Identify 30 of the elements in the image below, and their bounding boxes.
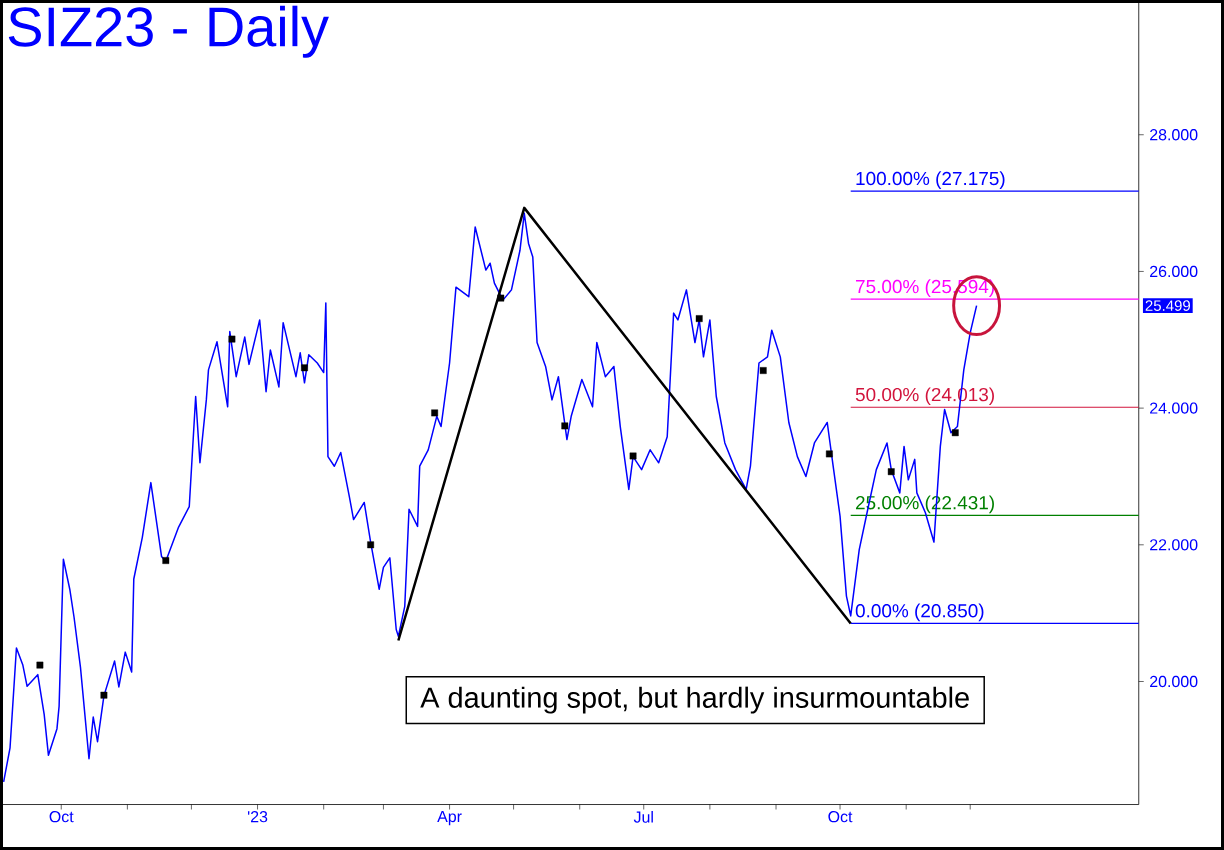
- x-tick-label: '23: [247, 811, 268, 823]
- point: [431, 409, 439, 417]
- x-tick-label: Apr: [437, 811, 462, 826]
- point: [162, 557, 170, 564]
- annotation: A daunting spot, but hardly insurmountable: [420, 686, 969, 714]
- y-tick-label: 24.000: [1150, 402, 1198, 414]
- point: [759, 367, 767, 374]
- y-tick-label: 28.000: [1150, 129, 1198, 141]
- x-tick-label: Oct: [49, 811, 74, 823]
- point: [887, 468, 895, 476]
- point: [695, 315, 703, 323]
- point: [951, 429, 959, 437]
- point: [629, 452, 637, 460]
- point: [100, 691, 108, 699]
- y-tick-label: 26.000: [1150, 265, 1198, 278]
- point: [228, 335, 236, 343]
- y-tick-label: 20.000: [1150, 675, 1198, 688]
- x-tick-label: Jul: [633, 811, 653, 823]
- point: [36, 661, 44, 669]
- point: [367, 541, 375, 549]
- y-tick-label: 22.000: [1150, 539, 1198, 551]
- point: [561, 422, 569, 430]
- chart-title: SIZ23 - Daily: [8, 5, 329, 58]
- ref-line-label: 0.00% (20.850): [855, 603, 984, 622]
- point: [301, 364, 308, 372]
- ref-line-label: 100.00% (27.175): [856, 171, 1005, 189]
- point: [497, 294, 505, 302]
- point: [825, 450, 833, 458]
- text: 25.499: [1145, 300, 1190, 311]
- x-tick-label: Oct: [828, 811, 853, 823]
